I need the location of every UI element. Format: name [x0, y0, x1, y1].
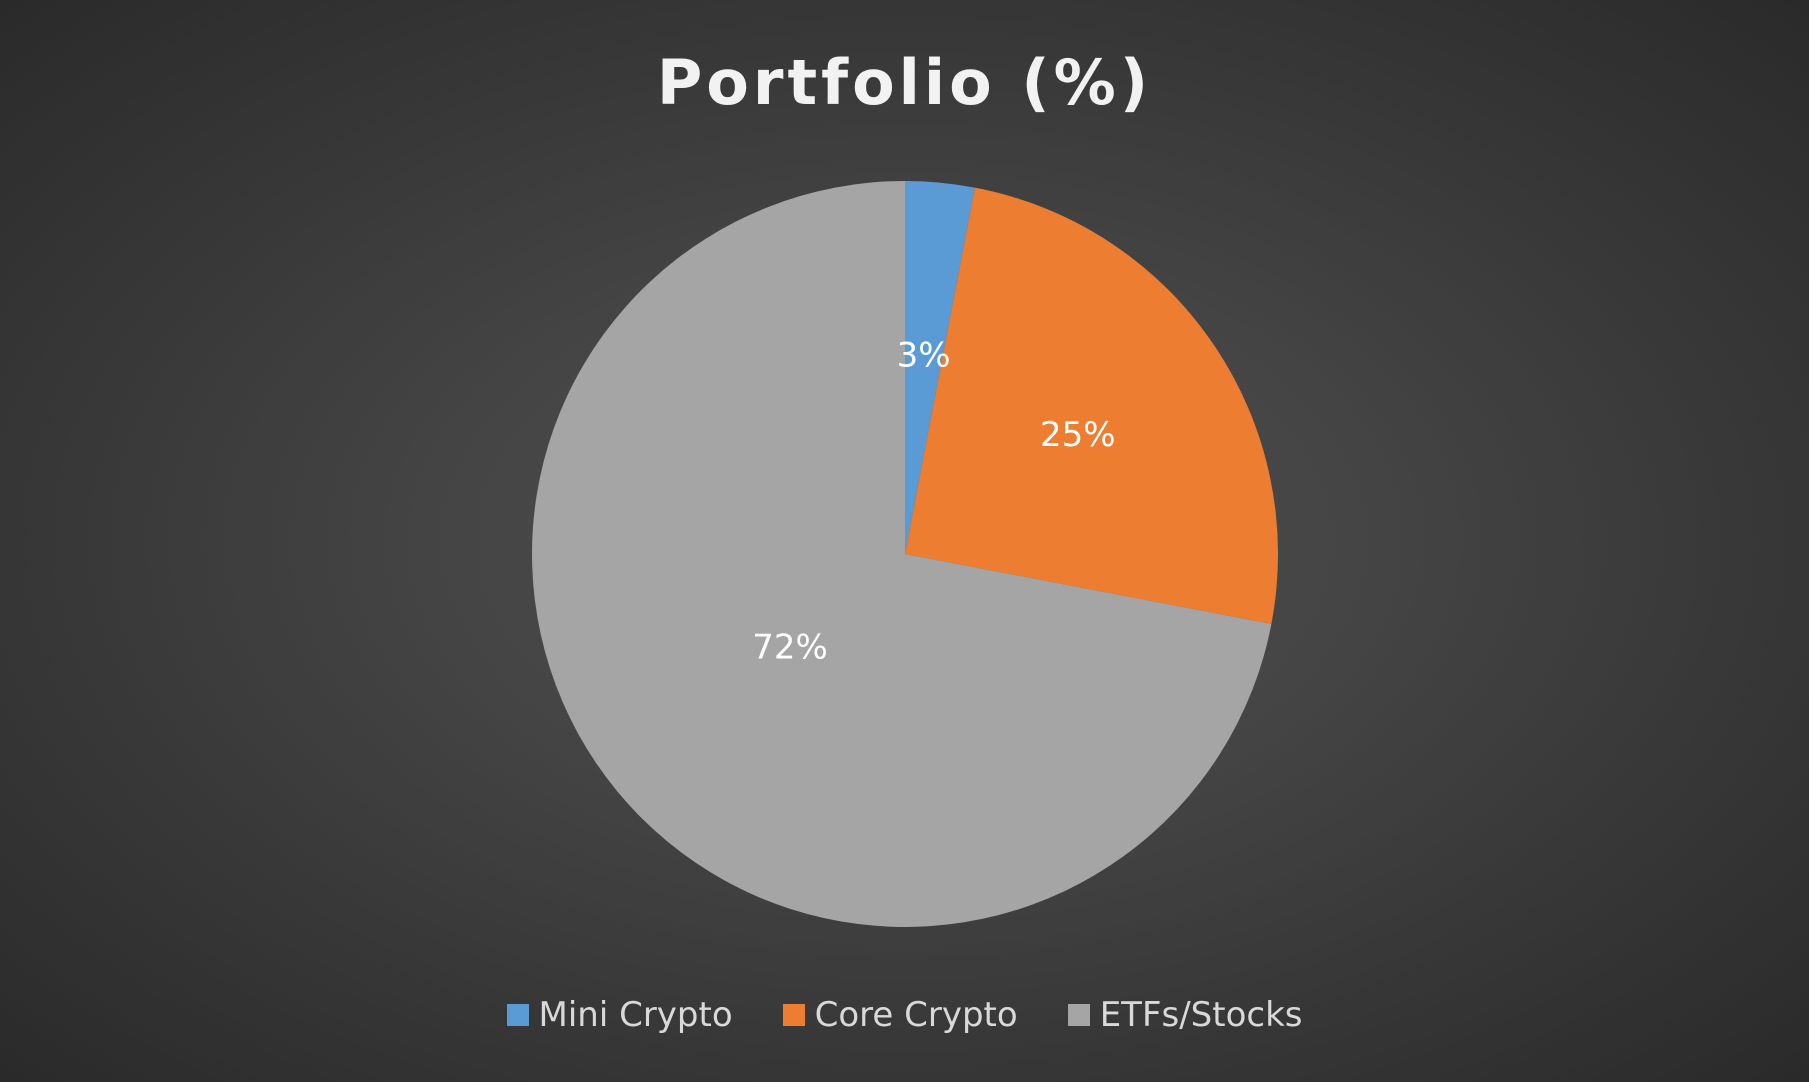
pie-slice-mini-crypto	[905, 181, 975, 554]
pie-slice-etfs-stocks	[532, 181, 1272, 927]
legend-item-mini-crypto: Mini Crypto	[506, 995, 733, 1035]
legend-swatch	[782, 1004, 805, 1026]
data-label-etfs-stocks: 72%	[752, 628, 828, 668]
legend-item-core-crypto: Core Crypto	[782, 995, 1018, 1035]
legend-swatch	[506, 1004, 529, 1026]
chart-title: Portfolio (%)	[656, 46, 1153, 119]
legend-label: Core Crypto	[814, 995, 1018, 1035]
legend-label: ETFs/Stocks	[1099, 995, 1303, 1035]
pie-slice-core-crypto	[905, 187, 1279, 624]
legend-swatch	[1067, 1004, 1090, 1026]
data-label-core-crypto: 25%	[1040, 415, 1116, 455]
legend: Mini Crypto Core Crypto ETFs/Stocks	[0, 990, 1809, 1040]
legend-label: Mini Crypto	[538, 995, 733, 1035]
legend-item-etfs-stocks: ETFs/Stocks	[1067, 995, 1303, 1035]
data-label-mini-crypto: 3%	[897, 336, 951, 376]
